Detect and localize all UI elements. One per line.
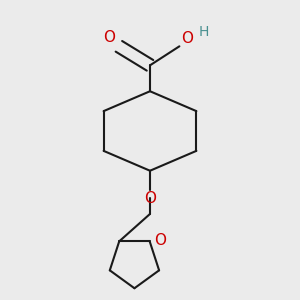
Text: O: O: [144, 191, 156, 206]
Text: O: O: [181, 31, 193, 46]
Text: O: O: [154, 233, 166, 248]
Text: H: H: [198, 26, 209, 39]
Text: O: O: [103, 30, 115, 45]
